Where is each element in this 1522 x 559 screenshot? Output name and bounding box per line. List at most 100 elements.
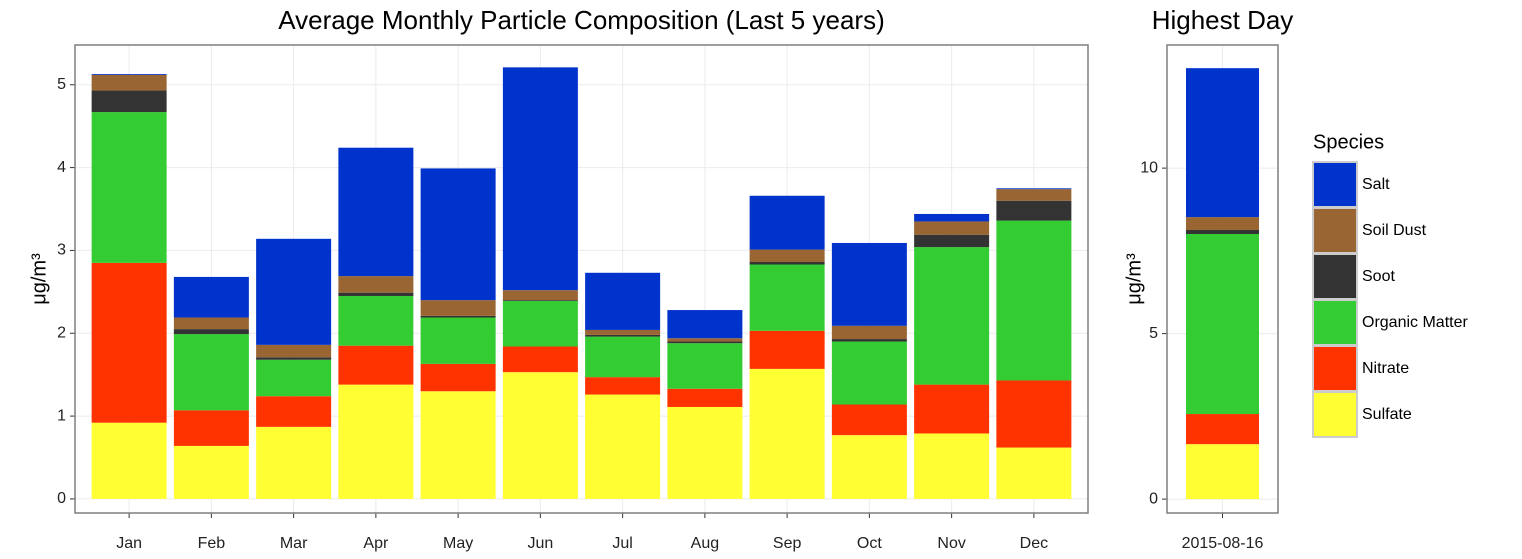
bar-segment [667, 388, 743, 407]
bar-segment [91, 112, 167, 263]
x-tick-label: Aug [691, 535, 719, 552]
bar-segment [996, 189, 1072, 201]
bar-segment [1186, 230, 1259, 234]
bar-segment [173, 329, 249, 335]
bar-segment [173, 317, 249, 330]
bar-segment [502, 67, 578, 291]
bar-segment [420, 315, 496, 318]
x-tick-label: May [443, 535, 473, 552]
legend-swatch [1312, 161, 1358, 208]
y-tick-label: 2 [57, 324, 66, 341]
chart-title: Average Monthly Particle Composition (La… [278, 5, 884, 35]
x-tick-label: Sep [773, 535, 802, 552]
bar-segment [91, 73, 167, 75]
y-tick-label: 0 [1149, 490, 1158, 507]
x-tick-label: Feb [198, 535, 226, 552]
bar-segment [667, 341, 743, 344]
y-axis-label: μg/m³ [28, 253, 50, 305]
legend-swatch [1312, 207, 1358, 254]
bar-segment [914, 247, 990, 385]
bar-segment [420, 300, 496, 316]
bar-segment [831, 404, 907, 436]
bar-segment [585, 394, 661, 499]
bar-segment [502, 346, 578, 373]
bar-segment [749, 264, 825, 331]
bar-segment [91, 422, 167, 499]
bar-segment [256, 359, 332, 397]
bar-segment [585, 336, 661, 378]
x-tick-label: Mar [280, 535, 308, 552]
legend-title: Species [1313, 131, 1384, 153]
bar-segment [914, 221, 990, 235]
bar-segment [502, 372, 578, 499]
bar-segment [749, 368, 825, 499]
bar-segment [173, 276, 249, 318]
legend-label: Salt [1362, 176, 1390, 193]
bar-segment [420, 363, 496, 392]
y-tick-label: 0 [57, 490, 66, 507]
y-tick-label: 5 [1149, 325, 1158, 342]
bar-segment [585, 272, 661, 330]
bar-segment [173, 445, 249, 499]
legend-swatch [1312, 253, 1358, 300]
bar-segment [996, 188, 1072, 190]
bar-segment [1186, 68, 1259, 218]
bar-segment [256, 344, 332, 358]
legend-label: Organic Matter [1362, 314, 1468, 331]
bar-segment [338, 276, 414, 293]
chart-title: Highest Day [1152, 5, 1294, 35]
bar-segment [420, 168, 496, 301]
bar-segment [585, 377, 661, 395]
bar-segment [914, 234, 990, 248]
bar-segment [338, 147, 414, 277]
bar-segment [996, 220, 1072, 381]
bar-segment [173, 410, 249, 446]
bar-segment [256, 396, 332, 427]
bar-segment [914, 384, 990, 434]
legend-swatch [1312, 345, 1358, 392]
bar-segment [831, 341, 907, 405]
bar-segment [667, 310, 743, 339]
bar-segment [749, 262, 825, 265]
bar-segment [831, 435, 907, 499]
legend-swatch [1312, 299, 1358, 346]
bar-segment [338, 292, 414, 296]
bar-segment [91, 74, 167, 91]
legend-label: Sulfate [1362, 406, 1412, 423]
x-tick-label: Dec [1020, 535, 1048, 552]
bar-segment [91, 262, 167, 423]
bar-segment [420, 317, 496, 364]
legend-label: Soot [1362, 268, 1395, 285]
bar-segment [914, 433, 990, 499]
bar-segment [831, 242, 907, 326]
x-tick-label: 2015-08-16 [1182, 535, 1264, 552]
bar-segment [831, 325, 907, 340]
bar-segment [338, 295, 414, 346]
bar-segment [667, 338, 743, 342]
bar-segment [91, 90, 167, 113]
bar-segment [256, 238, 332, 345]
bar-segment [996, 200, 1072, 221]
y-tick-label: 5 [57, 76, 66, 93]
bar-segment [256, 357, 332, 360]
bar-segment [996, 380, 1072, 448]
x-tick-label: Jun [527, 535, 553, 552]
bar-segment [173, 334, 249, 411]
bar-segment [667, 406, 743, 499]
y-tick-label: 1 [57, 407, 66, 424]
bar-segment [420, 391, 496, 499]
bar-segment [502, 290, 578, 301]
legend-swatch [1312, 391, 1358, 438]
bar-segment [831, 339, 907, 342]
y-tick-label: 3 [57, 242, 66, 259]
legend-label: Nitrate [1362, 360, 1409, 377]
legend-label: Soil Dust [1362, 222, 1427, 239]
plot-frame [74, 44, 1089, 514]
bar-segment [1186, 414, 1259, 445]
y-tick-label: 10 [1140, 159, 1158, 176]
x-tick-label: Nov [937, 535, 965, 552]
bar-segment [1186, 217, 1259, 231]
bar-segment [585, 329, 661, 335]
x-tick-label: Jan [116, 535, 142, 552]
